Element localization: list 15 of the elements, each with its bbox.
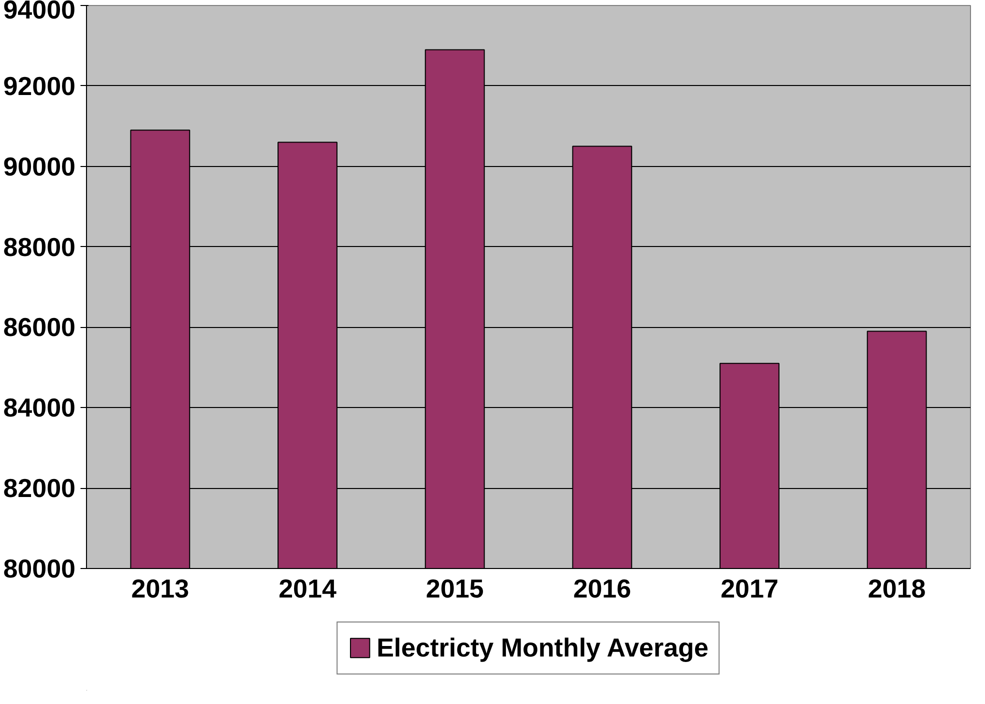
y-tick-label: 94000 bbox=[3, 0, 76, 24]
x-tick-label: 2018 bbox=[868, 574, 926, 604]
x-tick-label: 2016 bbox=[573, 574, 632, 604]
legend-label: Electricty Monthly Average bbox=[376, 632, 708, 663]
y-tick-label: 90000 bbox=[3, 151, 76, 182]
y-tick-label: 88000 bbox=[3, 232, 76, 262]
x-tick-label: 2014 bbox=[278, 574, 337, 604]
x-tick-label: 2017 bbox=[720, 574, 778, 604]
x-tick-label: 2013 bbox=[131, 574, 190, 604]
y-tick-label: 80000 bbox=[3, 554, 76, 584]
y-tick-label: 84000 bbox=[3, 392, 76, 423]
x-tick-label: 2015 bbox=[426, 574, 484, 604]
y-tick-label: 82000 bbox=[3, 473, 76, 504]
y-tick-label: 86000 bbox=[3, 312, 76, 342]
y-tick-label: 92000 bbox=[3, 70, 76, 101]
